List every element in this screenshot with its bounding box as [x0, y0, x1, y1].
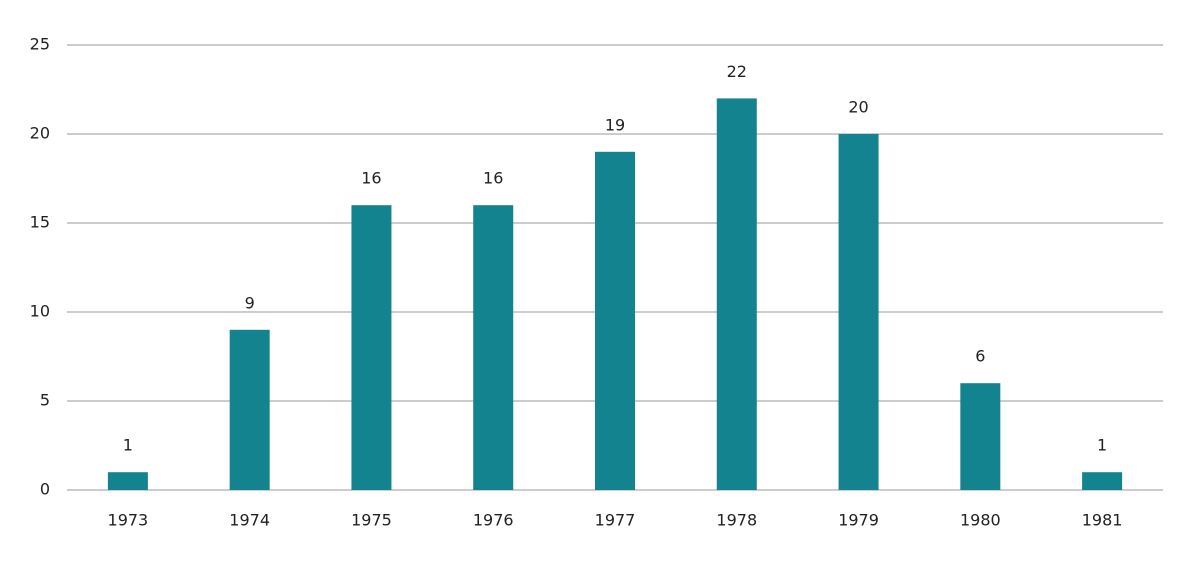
y-tick-label: 15	[30, 213, 50, 232]
data-label: 19	[605, 115, 625, 134]
bar	[107, 472, 148, 490]
bar	[351, 205, 392, 490]
y-tick-label: 20	[30, 124, 50, 143]
bar	[473, 205, 514, 490]
data-label: 20	[848, 98, 868, 117]
data-label: 16	[483, 169, 503, 188]
bar	[838, 134, 879, 490]
bar	[716, 98, 757, 491]
data-label: 22	[727, 62, 747, 81]
bar	[229, 329, 270, 490]
x-tick-label: 1978	[716, 511, 757, 530]
data-label: 1	[1097, 436, 1107, 455]
y-tick-label: 10	[30, 302, 50, 321]
x-tick-label: 1975	[351, 511, 392, 530]
bar	[595, 151, 635, 491]
data-label: 1	[123, 436, 133, 455]
y-tick-label: 25	[30, 35, 50, 54]
x-tick-label: 1977	[595, 511, 636, 530]
x-tick-label: 1973	[108, 511, 149, 530]
x-tick-label: 1980	[960, 511, 1001, 530]
x-tick-label: 1981	[1082, 511, 1123, 530]
bar	[1082, 472, 1123, 490]
x-tick-label: 1976	[473, 511, 514, 530]
y-tick-label: 0	[40, 480, 50, 499]
data-label: 16	[361, 169, 381, 188]
data-label: 6	[975, 347, 985, 366]
x-tick-label: 1979	[838, 511, 879, 530]
y-tick-label: 5	[40, 391, 50, 410]
x-tick-label: 1974	[229, 511, 270, 530]
bar	[960, 383, 1001, 490]
data-label: 9	[245, 293, 255, 312]
